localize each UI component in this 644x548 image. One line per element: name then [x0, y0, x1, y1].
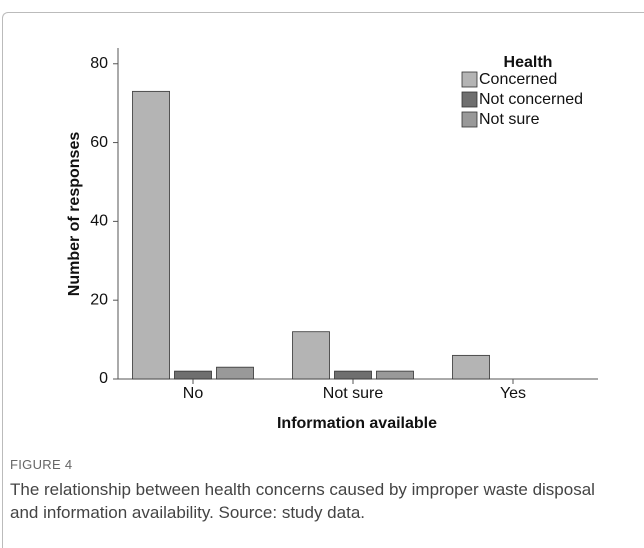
legend-label: Concerned [479, 71, 557, 88]
bar [216, 366, 254, 380]
chart: Number of responses Information availabl… [66, 48, 598, 432]
bar [174, 370, 212, 380]
figure-frame [2, 12, 644, 548]
bar [132, 90, 170, 380]
x-tick-label: Not sure [323, 385, 384, 402]
caption-text: The relationship between health concerns… [10, 480, 595, 522]
caption-label: FIGURE 4 [10, 457, 73, 472]
y-tick-label: 60 [90, 134, 108, 151]
bar [452, 354, 490, 380]
x-axis-title: Information available [277, 415, 437, 432]
legend-label: Not sure [479, 111, 540, 128]
legend-label: Not concerned [479, 91, 583, 108]
y-tick-label: 80 [90, 55, 108, 72]
bar [334, 370, 372, 380]
bar [376, 370, 414, 380]
legend-swatch [461, 111, 478, 128]
y-tick-label: 40 [90, 213, 108, 230]
legend-title: Health [504, 54, 553, 71]
x-tick-label: No [183, 385, 204, 402]
legend-swatch [461, 71, 478, 88]
legend-swatch [461, 91, 478, 108]
y-axis-title: Number of responses [66, 132, 83, 297]
bar [292, 331, 330, 380]
y-tick-label: 20 [90, 291, 108, 308]
x-tick-label: Yes [500, 385, 526, 402]
y-tick-label: 0 [99, 370, 108, 387]
